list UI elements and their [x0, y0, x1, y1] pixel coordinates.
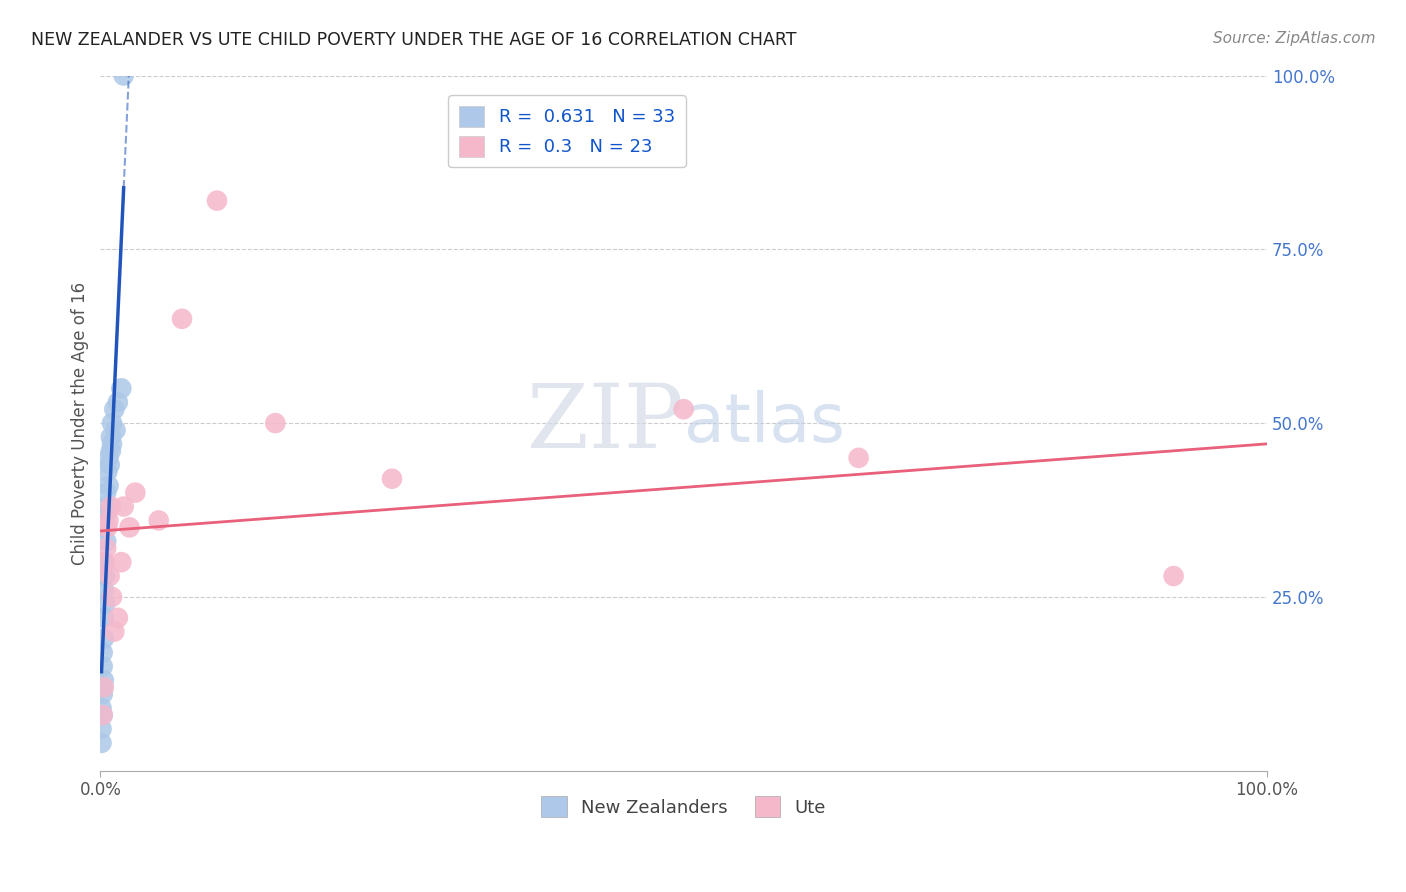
- Text: ZIP: ZIP: [527, 379, 683, 467]
- Point: [93, 582, 115, 597]
- Point: [848, 450, 870, 465]
- Point: [93, 632, 115, 646]
- Point: [96, 541, 118, 556]
- Point: [96, 520, 118, 534]
- Point: [148, 513, 170, 527]
- Point: [264, 416, 287, 430]
- Point: [112, 500, 135, 514]
- Point: [101, 590, 124, 604]
- Point: [118, 520, 141, 534]
- Text: Source: ZipAtlas.com: Source: ZipAtlas.com: [1212, 31, 1375, 46]
- Point: [110, 381, 132, 395]
- Point: [103, 402, 125, 417]
- Point: [90, 722, 112, 736]
- Text: atlas: atlas: [683, 390, 845, 456]
- Point: [205, 194, 228, 208]
- Point: [90, 701, 112, 715]
- Point: [96, 485, 118, 500]
- Point: [112, 69, 135, 83]
- Y-axis label: Child Poverty Under the Age of 16: Child Poverty Under the Age of 16: [72, 282, 89, 565]
- Point: [1163, 569, 1185, 583]
- Point: [381, 472, 404, 486]
- Point: [90, 736, 112, 750]
- Point: [170, 311, 193, 326]
- Point: [93, 673, 115, 688]
- Point: [96, 534, 118, 549]
- Text: NEW ZEALANDER VS UTE CHILD POVERTY UNDER THE AGE OF 16 CORRELATION CHART: NEW ZEALANDER VS UTE CHILD POVERTY UNDER…: [31, 31, 796, 49]
- Point: [101, 437, 124, 451]
- Legend: New Zealanders, Ute: New Zealanders, Ute: [534, 789, 834, 824]
- Point: [107, 395, 129, 409]
- Point: [94, 555, 117, 569]
- Point: [97, 478, 120, 492]
- Point: [100, 500, 122, 514]
- Point: [91, 659, 114, 673]
- Point: [110, 555, 132, 569]
- Point: [96, 507, 118, 521]
- Point: [98, 569, 121, 583]
- Point: [91, 646, 114, 660]
- Point: [93, 680, 115, 694]
- Point: [97, 450, 120, 465]
- Point: [91, 708, 114, 723]
- Point: [100, 430, 122, 444]
- Point: [96, 500, 118, 514]
- Point: [93, 611, 115, 625]
- Point: [97, 513, 120, 527]
- Point: [91, 680, 114, 694]
- Point: [96, 465, 118, 479]
- Point: [107, 611, 129, 625]
- Point: [91, 687, 114, 701]
- Point: [104, 423, 127, 437]
- Point: [124, 485, 146, 500]
- Point: [100, 444, 122, 458]
- Point: [94, 597, 117, 611]
- Point: [91, 708, 114, 723]
- Point: [672, 402, 695, 417]
- Point: [98, 458, 121, 472]
- Point: [94, 520, 117, 534]
- Point: [94, 569, 117, 583]
- Point: [103, 624, 125, 639]
- Point: [93, 555, 115, 569]
- Point: [101, 416, 124, 430]
